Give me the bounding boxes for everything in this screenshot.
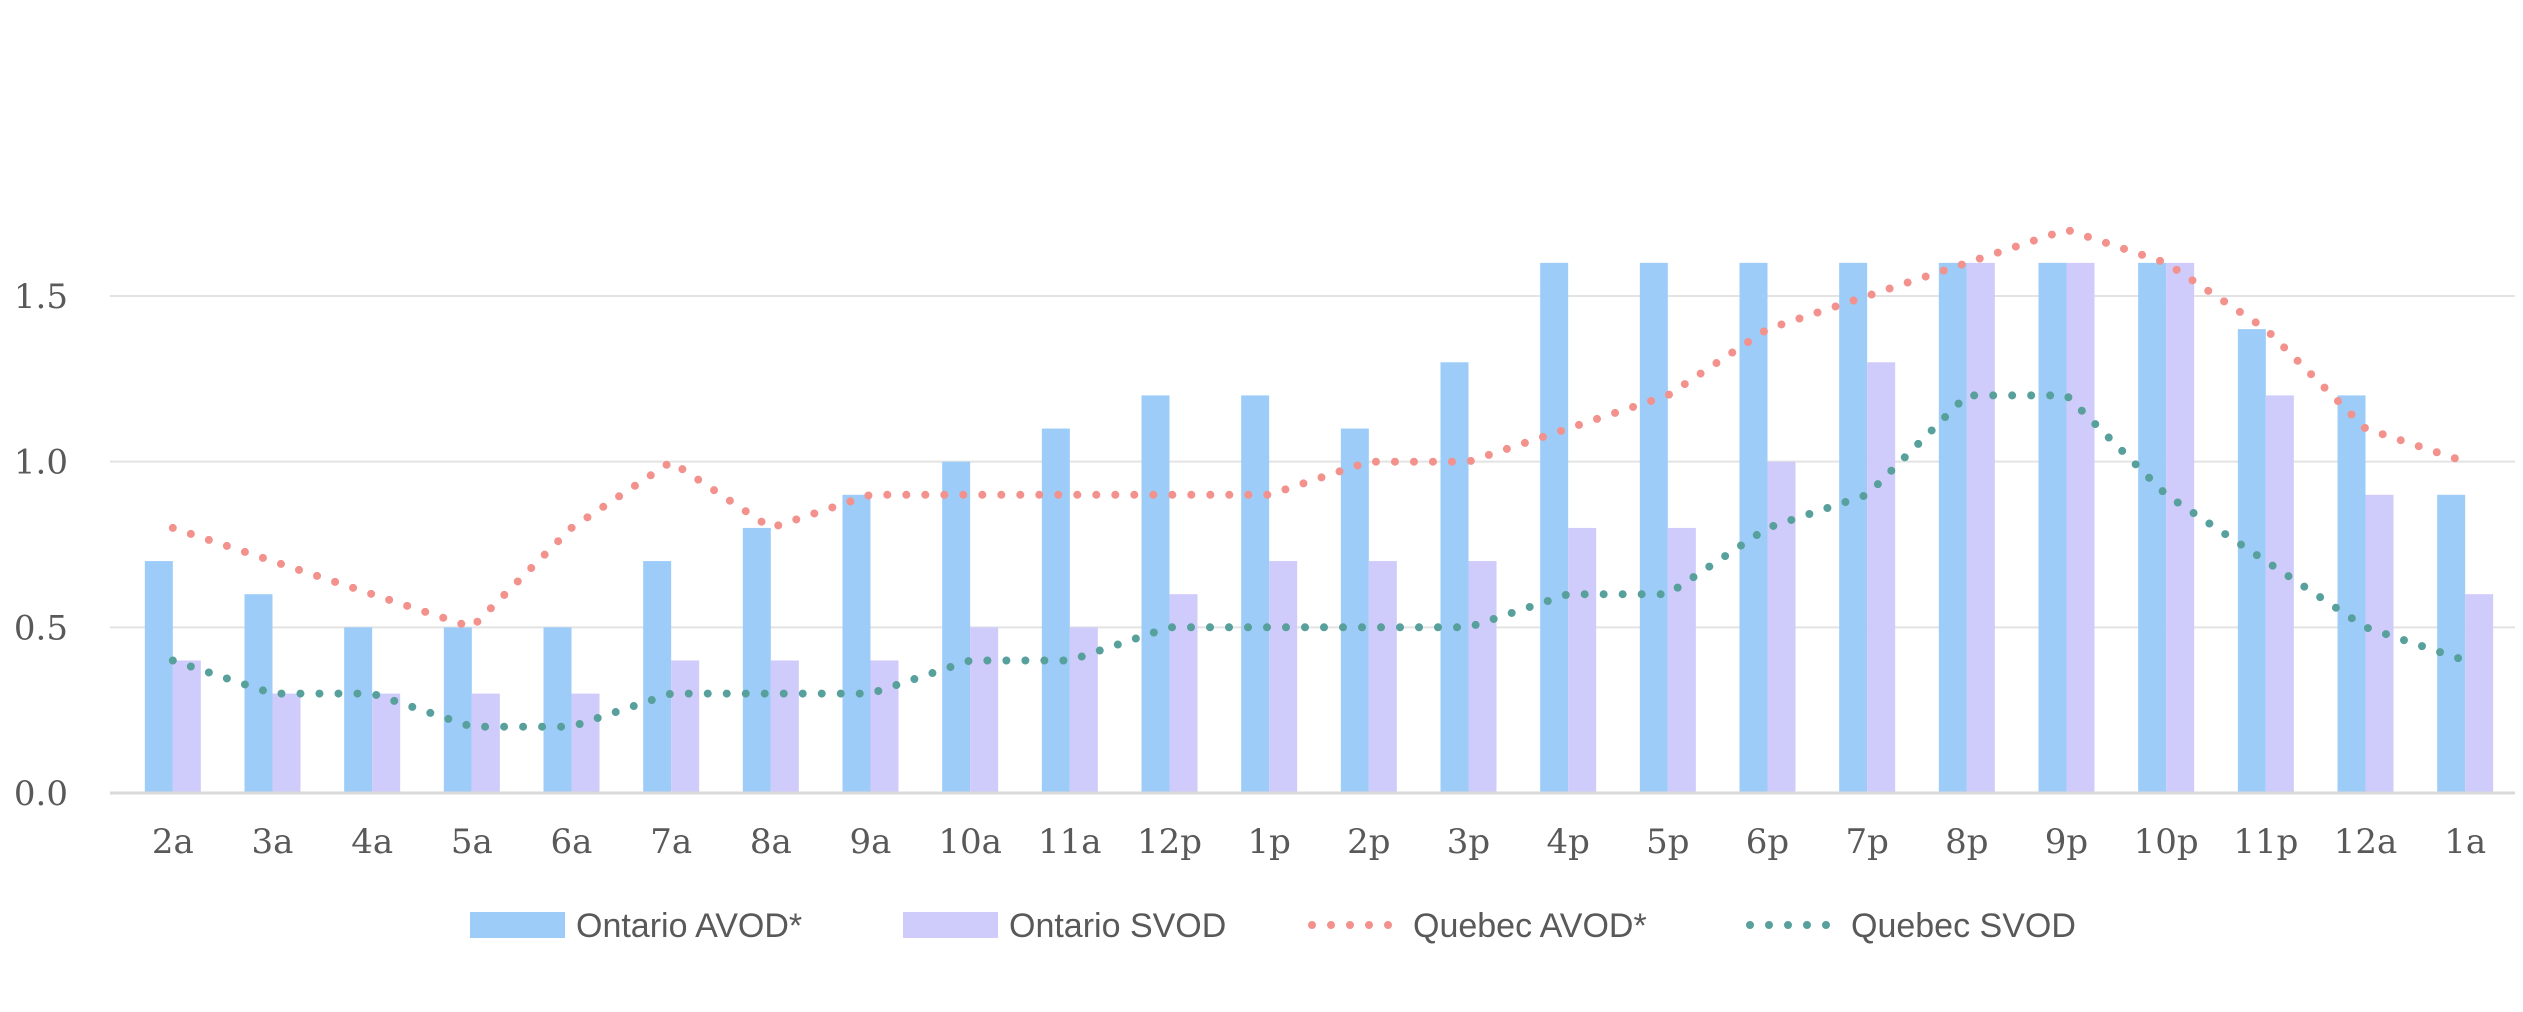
bar-ontario-svod [1468, 561, 1497, 793]
bar-ontario-avod [842, 494, 871, 793]
bar-ontario-svod [571, 693, 600, 793]
bar-ontario-svod [1269, 561, 1298, 793]
x-tick-label: 6p [1746, 822, 1789, 862]
bar-ontario-avod [2337, 395, 2366, 793]
bar-ontario-avod [1739, 262, 1768, 793]
x-tick-label: 4a [351, 822, 393, 862]
x-tick-label: 11a [1038, 822, 1102, 862]
x-tick-label: 12a [2334, 822, 2398, 862]
bar-ontario-svod [2166, 262, 2195, 793]
bar-ontario-svod [870, 660, 899, 793]
bar-ontario-svod [2365, 494, 2394, 793]
bar-ontario-svod [970, 627, 999, 793]
bar-ontario-avod [942, 461, 971, 793]
y-tick-label: 0.0 [14, 774, 68, 814]
gridlines [110, 295, 2515, 629]
legend: Ontario AVOD* Ontario SVOD Quebec AVOD* Que… [470, 907, 2076, 945]
y-axis-tick-labels: 0.0 0.5 1.0 1.5 [14, 277, 68, 814]
bar-ontario-avod [1340, 428, 1369, 793]
legend-swatch-ontario-avod [470, 912, 565, 938]
legend-label-ontario-svod: Ontario SVOD [1009, 907, 1226, 945]
legend-swatch-ontario-svod [903, 912, 998, 938]
bar-ontario-svod [172, 660, 201, 793]
x-tick-label: 4p [1546, 822, 1589, 862]
x-tick-label: 11p [2233, 822, 2298, 862]
bar-ontario-avod [543, 627, 572, 793]
x-tick-label: 5a [451, 822, 493, 862]
bar-ontario-avod [2237, 329, 2266, 793]
x-tick-label: 10a [938, 822, 1002, 862]
x-tick-label: 1a [2444, 822, 2486, 862]
line-quebec-svod [168, 391, 2470, 731]
bar-ontario-avod [643, 561, 672, 793]
bar-ontario-avod [1041, 428, 1070, 793]
legend-label-quebec-svod: Quebec SVOD [1851, 907, 2076, 945]
bar-ontario-svod [2265, 395, 2294, 793]
x-tick-label: 8a [750, 822, 792, 862]
bar-ontario-svod [1767, 461, 1796, 793]
x-tick-label: 1p [1247, 822, 1290, 862]
bar-ontario-svod [2066, 262, 2095, 793]
bar-ontario-svod [1568, 527, 1597, 793]
x-tick-label: 10p [2134, 822, 2199, 862]
bar-ontario-svod [1368, 561, 1397, 793]
legend-label-ontario-avod: Ontario AVOD* [576, 907, 802, 945]
bar-ontario-svod [471, 693, 500, 793]
x-tick-label: 6a [551, 822, 593, 862]
line-quebec-avod [168, 225, 2470, 632]
x-tick-label: 8p [1945, 822, 1988, 862]
bar-ontario-avod [244, 594, 273, 793]
bar-ontario-svod [372, 693, 401, 793]
x-tick-label: 3p [1447, 822, 1490, 862]
x-tick-label: 2p [1347, 822, 1390, 862]
bar-ontario-avod [144, 561, 173, 793]
x-tick-label: 2a [152, 822, 194, 862]
x-tick-label: 5p [1646, 822, 1689, 862]
bar-ontario-avod [2437, 494, 2466, 793]
bar-ontario-avod [2038, 262, 2067, 793]
bar-ontario-svod [2465, 594, 2494, 793]
y-tick-label: 1.5 [14, 277, 68, 317]
x-tick-label: 7p [1845, 822, 1888, 862]
x-tick-label: 9p [2045, 822, 2088, 862]
bar-ontario-avod [443, 627, 472, 793]
x-tick-label: 12p [1137, 822, 1202, 862]
bar-ontario-svod [770, 660, 799, 793]
bar-ontario-svod [1667, 527, 1696, 793]
x-tick-label: 7a [650, 822, 692, 862]
bar-ontario-avod [1440, 362, 1469, 793]
x-axis-tick-labels: 2a 3a 4a 5a 6a 7a 8a 9a 10a 11a 12p 1p 2p 3p 4p 5p 6p 7p 8… [152, 822, 2486, 862]
bars [144, 262, 2494, 793]
legend-label-quebec-avod: Quebec AVOD* [1413, 907, 1647, 945]
y-tick-label: 0.5 [14, 608, 68, 648]
bar-ontario-avod [742, 527, 771, 793]
bar-ontario-avod [1839, 262, 1868, 793]
bar-ontario-avod [2138, 262, 2167, 793]
bar-ontario-avod [1540, 262, 1569, 793]
series-lines [168, 225, 2470, 731]
bar-ontario-avod [1141, 395, 1170, 793]
bar-ontario-svod [1966, 262, 1995, 793]
bar-ontario-avod [1639, 262, 1668, 793]
bar-ontario-svod [272, 693, 301, 793]
bar-ontario-avod [1938, 262, 1967, 793]
y-tick-label: 1.0 [14, 443, 68, 483]
bar-ontario-avod [344, 627, 373, 793]
bar-ontario-svod [1069, 627, 1098, 793]
x-tick-label: 3a [252, 822, 294, 862]
bar-ontario-avod [1241, 395, 1270, 793]
bar-ontario-svod [1867, 362, 1896, 793]
x-tick-label: 9a [850, 822, 892, 862]
bar-ontario-svod [671, 660, 700, 793]
